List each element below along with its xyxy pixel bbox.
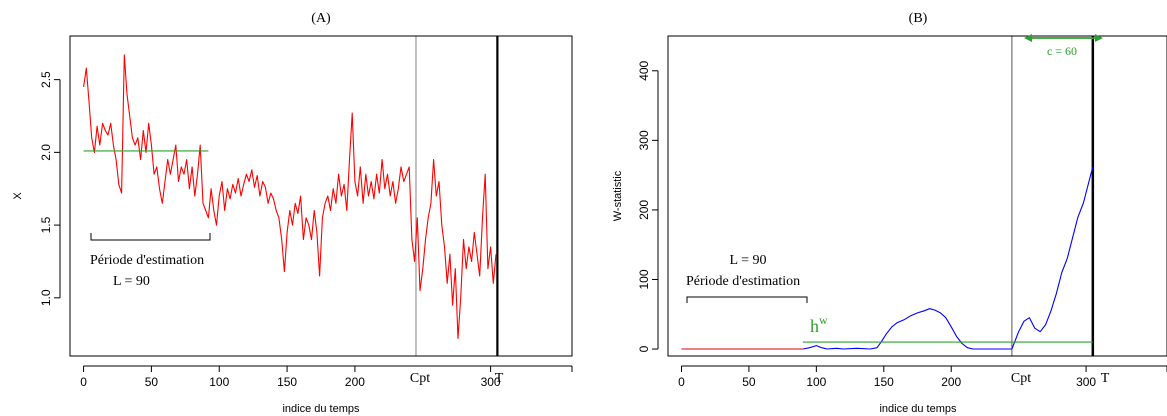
panel-b-x-tick-label: 0 [678, 375, 685, 389]
panel-b-x-tick-label: 300 [1076, 375, 1096, 389]
panel-a-cpt-label: Cpt [410, 371, 430, 386]
panel-a-series-0 [83, 54, 497, 340]
panel-b-x-tick-label: 150 [874, 375, 894, 389]
panel-b-series-1 [802, 166, 1094, 350]
panel-b-frame [667, 35, 1167, 357]
panel-b-y-tick-label: 300 [637, 130, 651, 150]
panel-a-frame [69, 35, 573, 357]
panel-a-y-tick-label: 1.5 [39, 216, 53, 233]
panel-b-estimation-bracket [686, 296, 808, 303]
panel-b-xlabel: indice du temps [879, 403, 957, 415]
panel-a-ylabel: X [12, 192, 24, 200]
panel-a-x-tick-label: 100 [209, 375, 229, 389]
panel-a-x-tick-label: 300 [481, 375, 501, 389]
panel-b-y-tick-label: 100 [637, 269, 651, 289]
panel-a: (A) 0 50 100 150 200 300 1.0 1.5 2.0 2.5 indice d… [12, 11, 573, 415]
panel-b-c-arrow [1024, 34, 1103, 42]
panel-b-hw-base: h [810, 316, 819, 336]
panel-b-cpt-label: Cpt [1011, 371, 1031, 386]
panel-a-xlabel: indice du temps [282, 403, 360, 415]
panel-a-title: (A) [311, 11, 331, 26]
panel-a-x-tick-label: 200 [345, 375, 365, 389]
panel-a-ticks: 0 50 100 150 200 300 1.0 1.5 2.0 2.5 [39, 71, 573, 389]
panel-b-x-tick-label: 100 [806, 375, 826, 389]
panel-b-estimation-label: Période d'estimation [686, 274, 800, 289]
panel-b-x-tick-label: 200 [941, 375, 961, 389]
panel-a-y-tick-label: 2.0 [39, 144, 53, 161]
panel-b-t-label: T [1101, 371, 1110, 386]
panel-a-y-tick-label: 2.5 [39, 71, 53, 88]
panel-a-y-tick-label: 1.0 [39, 289, 53, 306]
panel-b-ticks: 0 50 100 150 200 300 0 100 200 300 400 [637, 60, 1167, 389]
panel-b: (B) 0 50 100 150 200 300 0 100 200 300 400 indice … [612, 11, 1167, 415]
panel-b-y-tick-label: 400 [637, 60, 651, 80]
panel-b-c-label: c = 60 [1047, 44, 1077, 58]
panel-a-plot [83, 36, 499, 356]
panel-b-y-tick-label: 0 [637, 345, 651, 352]
panel-b-plot [681, 36, 1095, 356]
panel-a-estimation-label: Période d'estimation [90, 253, 204, 268]
panel-b-title: (B) [909, 11, 928, 26]
panel-a-t-label: T [495, 371, 504, 386]
panel-b-L-label: L = 90 [730, 253, 767, 268]
panel-b-ylabel: W-statistic [612, 170, 624, 221]
panel-b-hw-label: hw [810, 313, 828, 336]
panel-a-estimation-bracket [90, 233, 211, 241]
panel-b-hw-superscript: w [819, 313, 828, 327]
panel-a-x-tick-label: 150 [277, 375, 297, 389]
panel-a-x-tick-label: 0 [80, 375, 87, 389]
panel-a-L-label: L = 90 [113, 274, 150, 289]
panel-a-x-tick-label: 50 [145, 375, 159, 389]
panel-b-y-tick-label: 200 [637, 200, 651, 220]
panel-b-x-tick-label: 50 [742, 375, 756, 389]
